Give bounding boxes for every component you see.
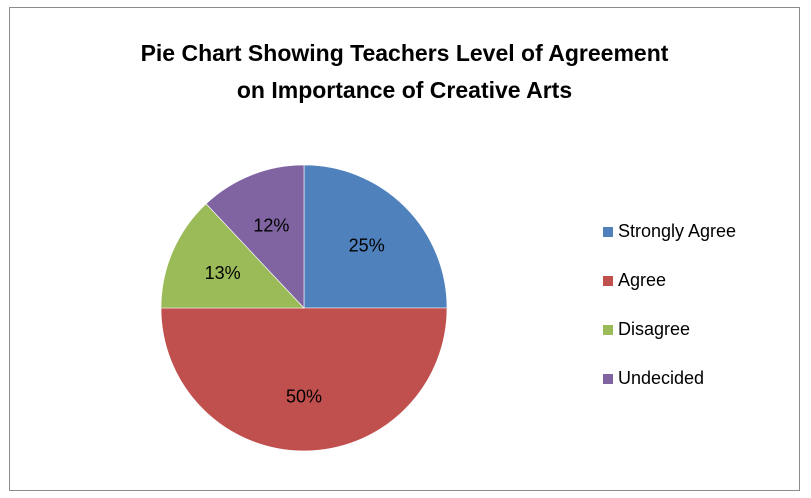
data-label-strongly-agree: 25%	[349, 235, 385, 255]
legend-label-strongly-agree: Strongly Agree	[618, 220, 736, 242]
legend: Strongly Agree Agree Disagree Undecided	[603, 220, 736, 416]
legend-label-agree: Agree	[618, 269, 666, 291]
data-label-disagree: 13%	[205, 263, 241, 283]
legend-label-undecided: Undecided	[618, 367, 704, 389]
pie-slices	[161, 165, 447, 451]
legend-swatch-disagree	[603, 325, 613, 335]
legend-swatch-undecided	[603, 374, 613, 384]
legend-swatch-strongly-agree	[603, 227, 613, 237]
legend-swatch-agree	[603, 276, 613, 286]
legend-item-agree: Agree	[603, 269, 736, 318]
pie-slice-agree	[161, 308, 447, 451]
legend-item-disagree: Disagree	[603, 318, 736, 367]
data-label-agree: 50%	[286, 387, 322, 407]
legend-item-strongly-agree: Strongly Agree	[603, 220, 736, 269]
legend-item-undecided: Undecided	[603, 367, 736, 416]
legend-label-disagree: Disagree	[618, 318, 690, 340]
data-label-undecided: 12%	[253, 216, 289, 236]
